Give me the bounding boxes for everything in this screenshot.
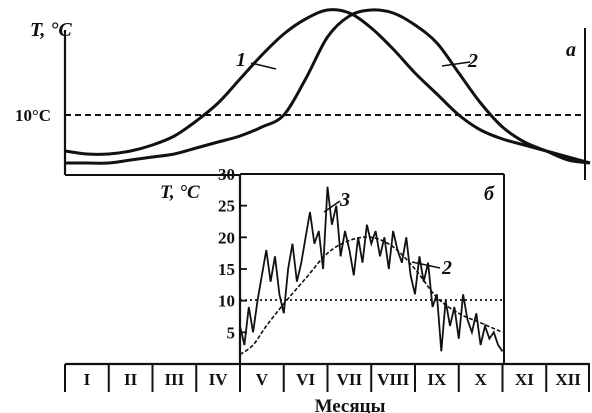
panel-b-series-3-label: 3	[339, 189, 350, 211]
panel-b-y-tick-label: 15	[218, 260, 235, 279]
panel-a-label: а	[566, 39, 576, 61]
panel-b-series-3-leader	[323, 200, 341, 213]
month-ticks: I II III IV V VI VII VIII IX X XI XII	[64, 364, 590, 392]
panel-b-y-axis-title: T, °C	[160, 182, 200, 203]
panel-a-threshold-label: 10°C	[15, 106, 51, 125]
panel-b-y-ticks: 5 10 15 20 25 30	[218, 165, 247, 342]
panel-a-series-1-leader	[250, 62, 277, 70]
month-axis: I II III IV V VI VII VIII IX X XI XII Месяцы	[64, 362, 590, 413]
panel-b-label: б	[484, 183, 495, 205]
panel-b-y-tick-label: 25	[218, 197, 235, 216]
month-label: I	[84, 370, 91, 389]
panel-a-series-2-line	[65, 8, 591, 165]
panel-a-series-1-label: 1	[236, 49, 246, 71]
x-axis-title: Месяцы	[315, 396, 386, 413]
panel-a-series-2-leader	[441, 61, 471, 67]
panel-a-y-axis-title: T, °C	[30, 19, 72, 41]
panel-b-y-tick-label: 5	[227, 323, 236, 342]
month-label: VII	[337, 370, 363, 389]
month-label: VIII	[377, 370, 410, 389]
panel-b-plot-area	[240, 174, 504, 364]
panel-b-series-2-label: 2	[441, 257, 452, 279]
month-label: IX	[427, 370, 447, 389]
month-label: XI	[515, 370, 534, 389]
month-label: VI	[296, 370, 315, 389]
panel-a-series-2-label: 2	[467, 50, 478, 72]
panel-b-y-tick-label: 20	[218, 228, 235, 247]
month-label: XII	[555, 370, 581, 389]
month-label: III	[164, 370, 184, 389]
panel-b: 5 10 15 20 25 30 T, °C б 3 2	[160, 165, 505, 364]
month-label: IV	[209, 370, 229, 389]
month-label: V	[256, 370, 269, 389]
panel-b-y-tick-label: 30	[218, 165, 235, 184]
panel-a: T, °C 10°C а 1 2	[15, 8, 591, 180]
panel-b-series-2-line	[239, 236, 503, 356]
panel-a-series-1-line	[64, 8, 591, 165]
panel-b-series-2-leader	[411, 261, 441, 269]
month-label: II	[124, 370, 138, 389]
panel-b-y-tick-label: 10	[218, 292, 235, 311]
month-label: X	[474, 370, 487, 389]
panel-b-series-3-line	[239, 186, 504, 352]
